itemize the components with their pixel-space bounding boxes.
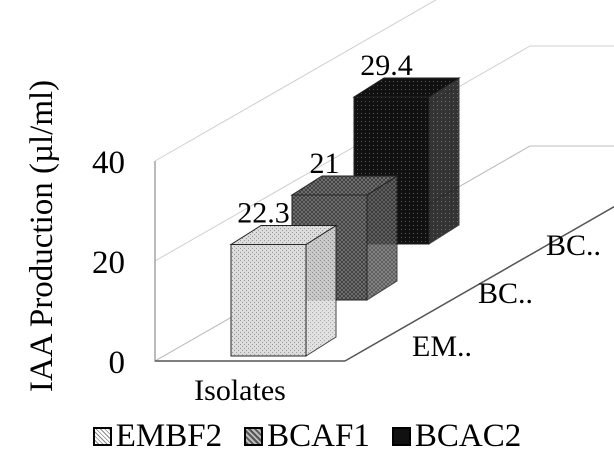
data-label: 21	[310, 147, 340, 180]
bar-side-embf2	[305, 224, 337, 357]
legend-label: BCAF1	[267, 417, 370, 454]
legend-swatch	[391, 426, 411, 446]
gridline	[154, 45, 614, 262]
legend: EMBF2 BCAF1 BCAC2	[0, 418, 614, 454]
bar-side-bcac2	[428, 77, 460, 245]
x-tick-label: Isolates	[194, 374, 286, 407]
bar-side-bcaf1	[366, 175, 398, 301]
depth-axis-label: BC..	[546, 229, 601, 262]
data-label: 22.3	[237, 197, 290, 230]
legend-item: BCAC2	[391, 417, 522, 455]
gridline-minor	[388, 18, 614, 78]
data-label: 29.4	[360, 49, 413, 82]
y-axis-label: IAA Production (µl/ml)	[24, 80, 60, 392]
depth-axis-label: EM..	[412, 330, 472, 363]
y-tick-label: 0	[109, 345, 126, 381]
bar-embf2	[230, 244, 307, 357]
y-tick-label: 40	[92, 145, 125, 181]
legend-swatch	[244, 426, 264, 446]
legend-label: BCAC2	[414, 417, 522, 454]
depth-axis-line	[344, 205, 614, 362]
y-tick-label: 20	[92, 245, 125, 281]
legend-label: EMBF2	[115, 417, 223, 454]
gridline	[154, 0, 437, 162]
legend-swatch	[92, 426, 112, 446]
legend-item: EMBF2	[92, 417, 223, 455]
depth-axis-label: BC..	[478, 277, 533, 310]
legend-item: BCAF1	[244, 418, 370, 455]
